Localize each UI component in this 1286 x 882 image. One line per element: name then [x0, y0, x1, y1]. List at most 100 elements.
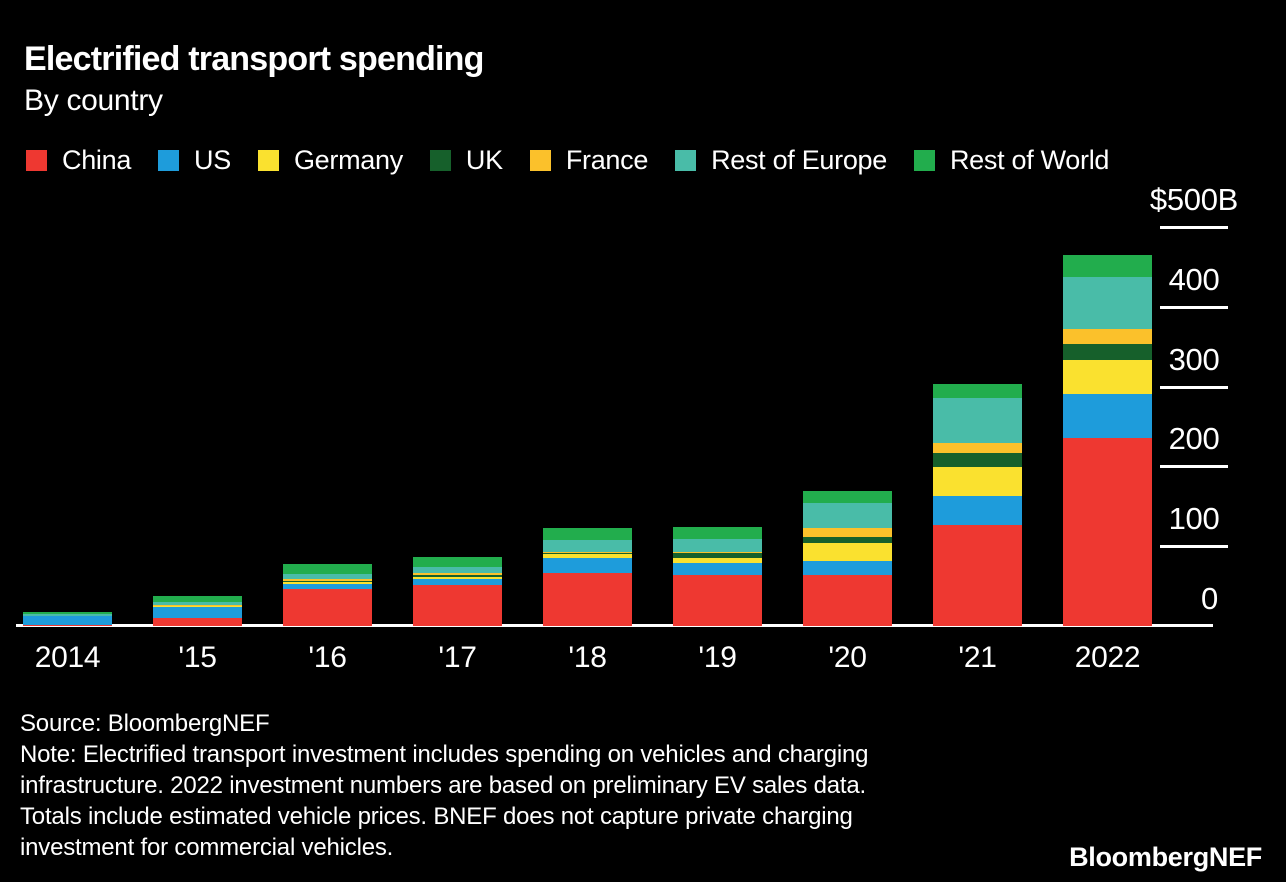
bar-segment-france [803, 528, 892, 538]
legend-label: Rest of World [949, 145, 1110, 175]
y-axis-label-400: 400 [1168, 261, 1220, 297]
bar--15 [153, 595, 242, 626]
bar-segment-germany [803, 542, 892, 561]
bar-segment-china [933, 525, 1022, 626]
bar-segment-uk [283, 580, 372, 583]
x-axis-label--20: '20 [828, 641, 867, 674]
bar-segment-china [803, 574, 892, 626]
bar-segment-china [543, 573, 632, 626]
legend-label: Rest of Europe [711, 145, 887, 175]
bar--18 [543, 527, 632, 626]
chart-note: Note: Electrified transport investment i… [20, 739, 868, 863]
x-axis-label-2014: 2014 [34, 641, 101, 674]
bar-segment-rest-of-world [23, 612, 112, 615]
y-axis-tick-300 [1160, 385, 1228, 389]
legend-swatch-france [529, 150, 551, 171]
bar-segment-uk [673, 553, 762, 559]
bar-segment-rest-of-world [1063, 254, 1152, 278]
bar-segment-china [413, 585, 502, 626]
bar-segment-us [153, 607, 242, 619]
chart-title: Electrified transport spending [24, 40, 484, 78]
x-axis-label--19: '19 [698, 641, 737, 674]
legend-label: France [565, 145, 649, 175]
legend-item-china: China [26, 147, 131, 174]
bar-segment-rest-of-world [673, 527, 762, 539]
bar-2014 [23, 612, 112, 626]
bar-segment-us [23, 616, 112, 625]
legend-swatch-china [26, 150, 47, 171]
legend-label: US [194, 145, 231, 175]
bar-segment-germany [413, 576, 502, 579]
bloombergnef-logo: BloombergNEF [1069, 842, 1262, 872]
bar-segment-germany [283, 582, 372, 584]
bar-segment-china [153, 618, 242, 626]
legend-swatch-uk [429, 150, 451, 171]
y-axis-label-200: 200 [1168, 421, 1220, 457]
note-line: Totals include estimated vehicle prices.… [20, 803, 853, 830]
bar-segment-germany [1063, 359, 1152, 394]
bar-segment-us [413, 578, 502, 586]
x-axis-label--18: '18 [568, 641, 607, 674]
bar-segment-rest-of-europe [673, 538, 762, 553]
bar-segment-rest-of-world [413, 557, 502, 567]
bar-segment-rest-of-world [283, 564, 372, 574]
bar--21 [933, 383, 1022, 626]
y-axis-tick-400 [1160, 305, 1228, 309]
legend-swatch-rest-of-world [913, 150, 935, 171]
bar-segment-france [1063, 329, 1152, 345]
bar-segment-us [803, 560, 892, 575]
y-axis-tick-200 [1160, 465, 1228, 469]
bar-segment-us [1063, 393, 1152, 438]
chart-footer: Source: BloombergNEF Note: Electrified t… [20, 708, 868, 863]
legend-label: UK [465, 145, 503, 175]
x-axis-label--21: '21 [958, 641, 997, 674]
bar-segment-uk [1063, 344, 1152, 360]
bar-segment-rest-of-world [543, 527, 632, 540]
bar-segment-rest-of-world [803, 491, 892, 503]
bar-segment-germany [673, 558, 762, 563]
bar-segment-uk [933, 453, 1022, 468]
bar--19 [673, 527, 762, 626]
bar-segment-france [283, 579, 372, 581]
bar-segment-france [543, 551, 632, 554]
bar-segment-germany [543, 554, 632, 559]
legend-label: China [62, 145, 132, 175]
legend-item-us: US [158, 147, 231, 174]
chart-subtitle: By country [24, 84, 163, 117]
y-axis-label-100: 100 [1168, 501, 1220, 537]
legend-label: Germany [293, 145, 403, 175]
bar-segment-china [283, 589, 372, 626]
bar-segment-rest-of-europe [543, 539, 632, 552]
bar--16 [283, 564, 372, 626]
bar-segment-uk [803, 537, 892, 543]
legend-item-rest-of-world: Rest of World [913, 145, 1110, 175]
legend: China US Germany UK France Rest of Europe Rest… [26, 147, 1109, 174]
bar-segment-uk [543, 553, 632, 555]
legend-swatch-rest-of-europe [675, 150, 697, 171]
bar-segment-us [543, 558, 632, 574]
bar-segment-rest-of-europe [803, 502, 892, 529]
bar-segment-rest-of-europe [153, 602, 242, 606]
bar-segment-rest-of-europe [23, 614, 112, 616]
note-line: Note: Electrified transport investment i… [20, 741, 869, 768]
bar-segment-rest-of-world [153, 595, 242, 603]
bar-segment-us [673, 562, 762, 575]
y-axis-label-500: $500B [1149, 182, 1239, 217]
bar--17 [413, 557, 502, 626]
note-line: infrastructure. 2022 investment numbers … [20, 772, 866, 799]
bar-segment-rest-of-europe [933, 398, 1022, 444]
bar-segment-france [673, 552, 762, 554]
legend-item-france: France [529, 145, 649, 175]
legend-item-uk: UK [429, 145, 503, 175]
note-line: investment for commercial vehicles. [20, 834, 394, 861]
bar-segment-rest-of-europe [283, 573, 372, 580]
bar-segment-germany [153, 606, 242, 608]
y-axis-label-300: 300 [1168, 341, 1220, 377]
x-axis-label-2022: 2022 [1074, 641, 1141, 674]
y-axis-tick-100 [1160, 545, 1228, 549]
bar-segment-france [933, 443, 1022, 454]
bar-segment-france [153, 605, 242, 607]
bar-segment-france [413, 573, 502, 576]
